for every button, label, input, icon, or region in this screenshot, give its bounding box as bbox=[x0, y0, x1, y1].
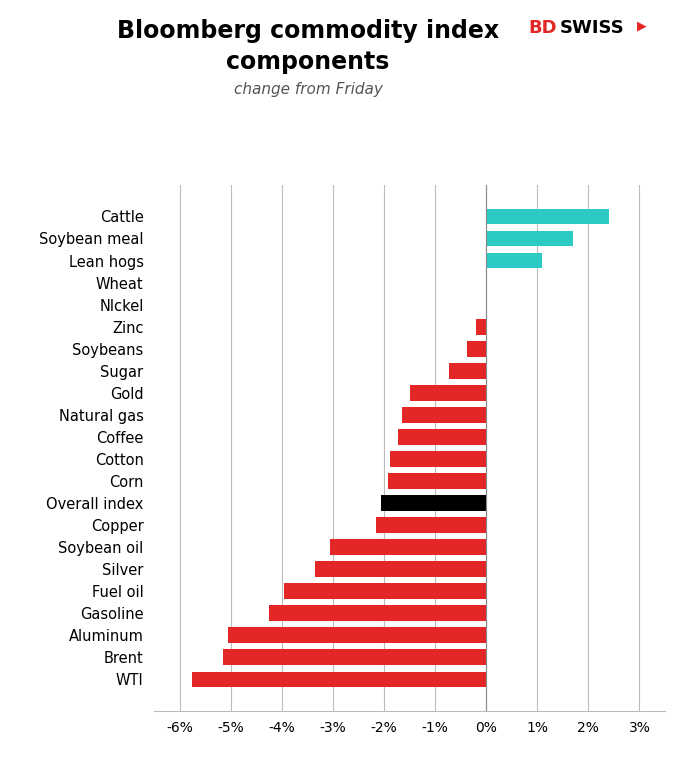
Bar bbox=[377, 518, 486, 533]
Bar bbox=[193, 671, 486, 687]
Bar bbox=[382, 495, 486, 511]
Bar bbox=[486, 252, 542, 268]
Bar bbox=[486, 208, 609, 225]
Bar bbox=[388, 473, 486, 489]
Bar bbox=[449, 363, 486, 378]
Bar bbox=[398, 429, 486, 444]
Text: Bloomberg commodity index: Bloomberg commodity index bbox=[117, 19, 499, 43]
Bar bbox=[223, 650, 486, 665]
Bar bbox=[486, 231, 573, 246]
Bar bbox=[228, 628, 486, 644]
Bar bbox=[467, 341, 486, 357]
Bar bbox=[269, 605, 486, 621]
Bar bbox=[284, 584, 486, 599]
Text: BD: BD bbox=[528, 19, 557, 37]
Text: SWISS: SWISS bbox=[560, 19, 624, 37]
Text: ▶: ▶ bbox=[637, 19, 647, 32]
Bar bbox=[330, 539, 486, 555]
Bar bbox=[402, 407, 486, 423]
Bar bbox=[390, 451, 486, 467]
Bar bbox=[315, 561, 486, 578]
Text: components: components bbox=[226, 50, 390, 74]
Bar bbox=[476, 318, 486, 335]
Bar bbox=[410, 385, 486, 401]
Text: change from Friday: change from Friday bbox=[234, 82, 382, 98]
